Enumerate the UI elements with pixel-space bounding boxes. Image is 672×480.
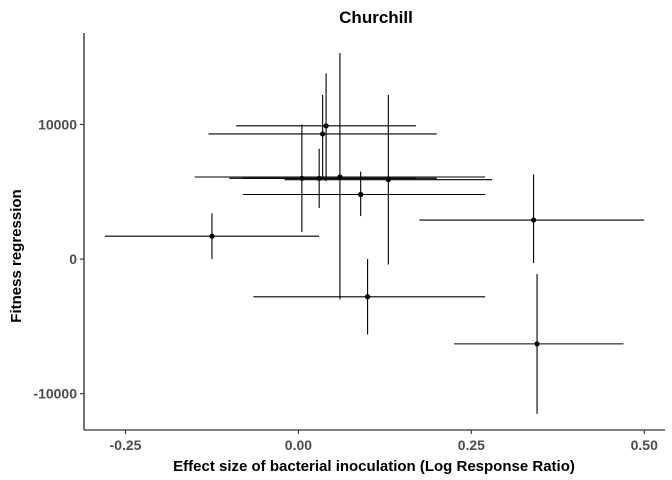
chart-title: Churchill bbox=[339, 8, 413, 27]
axes: -0.25 0.00 0.25 0.50 -10000 0 10000 bbox=[33, 33, 665, 453]
data-point bbox=[320, 131, 326, 137]
y-tick-label: 10000 bbox=[38, 117, 77, 133]
y-tick-label: 0 bbox=[69, 251, 77, 267]
data-point-group bbox=[419, 174, 645, 264]
x-tick-label: 0.50 bbox=[631, 437, 658, 453]
data-point-group bbox=[236, 73, 416, 182]
data-point-group bbox=[284, 94, 493, 265]
data-point bbox=[323, 123, 329, 129]
data-point-group bbox=[243, 171, 486, 217]
data-point bbox=[358, 191, 364, 198]
x-tick-label: 0.00 bbox=[285, 437, 312, 453]
data-point-group bbox=[454, 273, 624, 414]
data-point bbox=[364, 294, 371, 300]
data-point-group bbox=[208, 94, 437, 179]
data-point bbox=[534, 341, 540, 347]
data-marks bbox=[104, 53, 645, 414]
x-tick-label: -0.25 bbox=[110, 437, 142, 453]
data-point bbox=[530, 217, 537, 223]
data-point-group bbox=[104, 213, 320, 260]
data-point bbox=[337, 174, 343, 180]
data-point-group bbox=[253, 259, 486, 335]
x-axis-title: Effect size of bacterial inoculation (Lo… bbox=[173, 458, 575, 475]
x-tick-label: 0.25 bbox=[458, 437, 485, 453]
data-point bbox=[209, 233, 215, 239]
y-tick-label: -10000 bbox=[33, 386, 77, 402]
y-axis-title: Fitness regression bbox=[8, 189, 25, 322]
data-point-group bbox=[194, 53, 486, 300]
data-point bbox=[385, 177, 391, 183]
